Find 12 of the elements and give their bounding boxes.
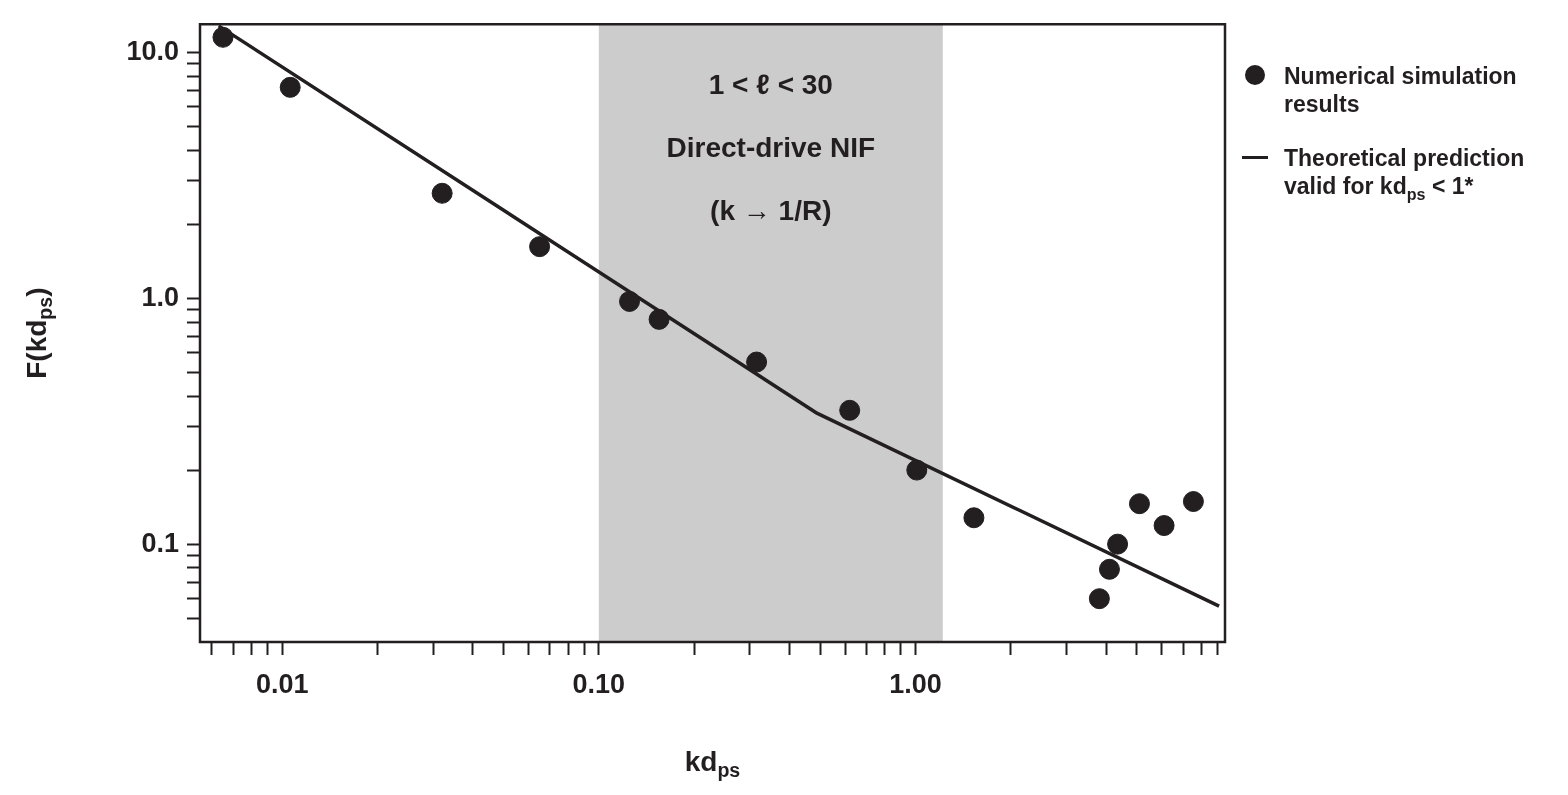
annotation: (k → 1/R) xyxy=(710,194,832,226)
x-tick-label: 0.10 xyxy=(572,668,626,699)
legend-label: Numerical simulation results xyxy=(1284,62,1518,118)
annotation: 1 < ℓ < 30 xyxy=(708,68,833,100)
annotation: Direct-drive NIF xyxy=(666,131,876,163)
y-tick-label: 0.1 xyxy=(141,527,179,558)
x-tick-label: 0.01 xyxy=(255,668,309,699)
y-tick-label: 10.0 xyxy=(126,35,179,66)
y-axis-title: F(kdps) xyxy=(20,287,56,379)
x-tick-label: 1.00 xyxy=(889,668,942,699)
y-tick-label: 1.0 xyxy=(141,281,179,312)
legend-label: Theoretical prediction valid for kd$_{ps}$ < 1* xyxy=(1284,144,1526,205)
